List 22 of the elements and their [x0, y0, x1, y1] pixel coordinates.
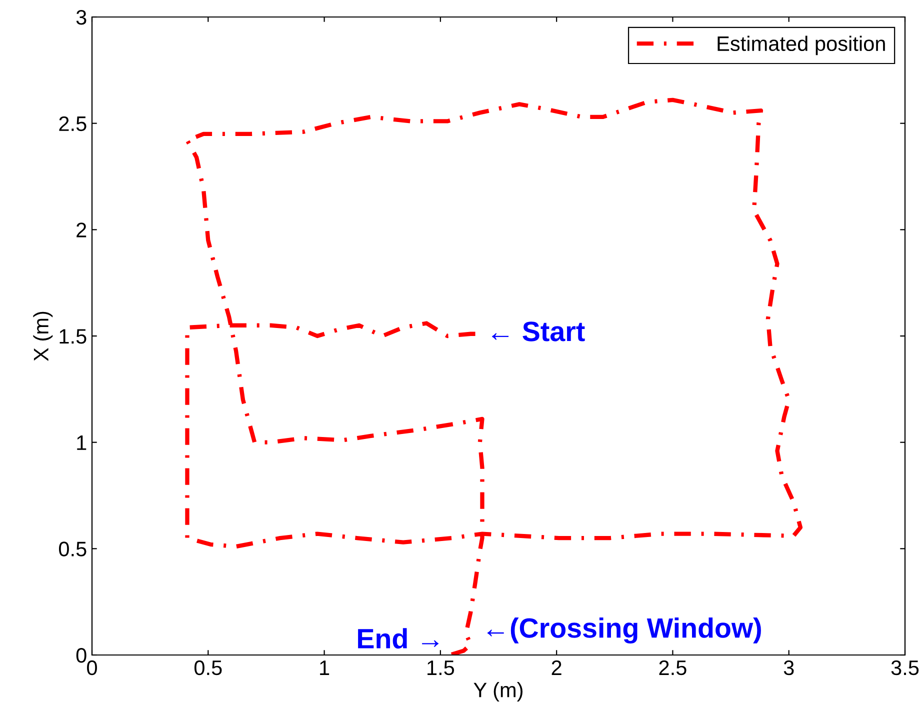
- x-axis-title: Y (m): [474, 682, 522, 702]
- x-tick-label: 3.5: [891, 660, 919, 676]
- y-tick-label: 3: [76, 10, 86, 25]
- annotation: End →: [358, 628, 438, 649]
- y-axis-title: X (m): [33, 312, 53, 361]
- x-tick-label: 2: [552, 660, 562, 675]
- annotation: ← Start: [492, 322, 585, 342]
- y-tick-label: 1: [77, 436, 86, 450]
- y-tick-label: 1.5: [60, 329, 86, 344]
- x-tick-label: 2.5: [659, 660, 686, 676]
- x-tick-label: 3: [784, 660, 794, 676]
- x-tick-label: 1.5: [428, 660, 454, 676]
- x-tick-label: 1: [320, 660, 330, 675]
- line-series: [185, 98, 803, 655]
- x-tick-label: 0.5: [194, 660, 222, 676]
- y-tick-label: 0: [76, 648, 86, 663]
- legend-label: Estimated position: [718, 36, 885, 56]
- x-tick-label: 0: [87, 660, 97, 676]
- annotation: ←(Crossing Window): [487, 617, 761, 644]
- y-tick-label: 0.5: [58, 542, 86, 556]
- y-tick-label: 2: [76, 222, 86, 238]
- y-tick-label: 2.5: [59, 116, 86, 132]
